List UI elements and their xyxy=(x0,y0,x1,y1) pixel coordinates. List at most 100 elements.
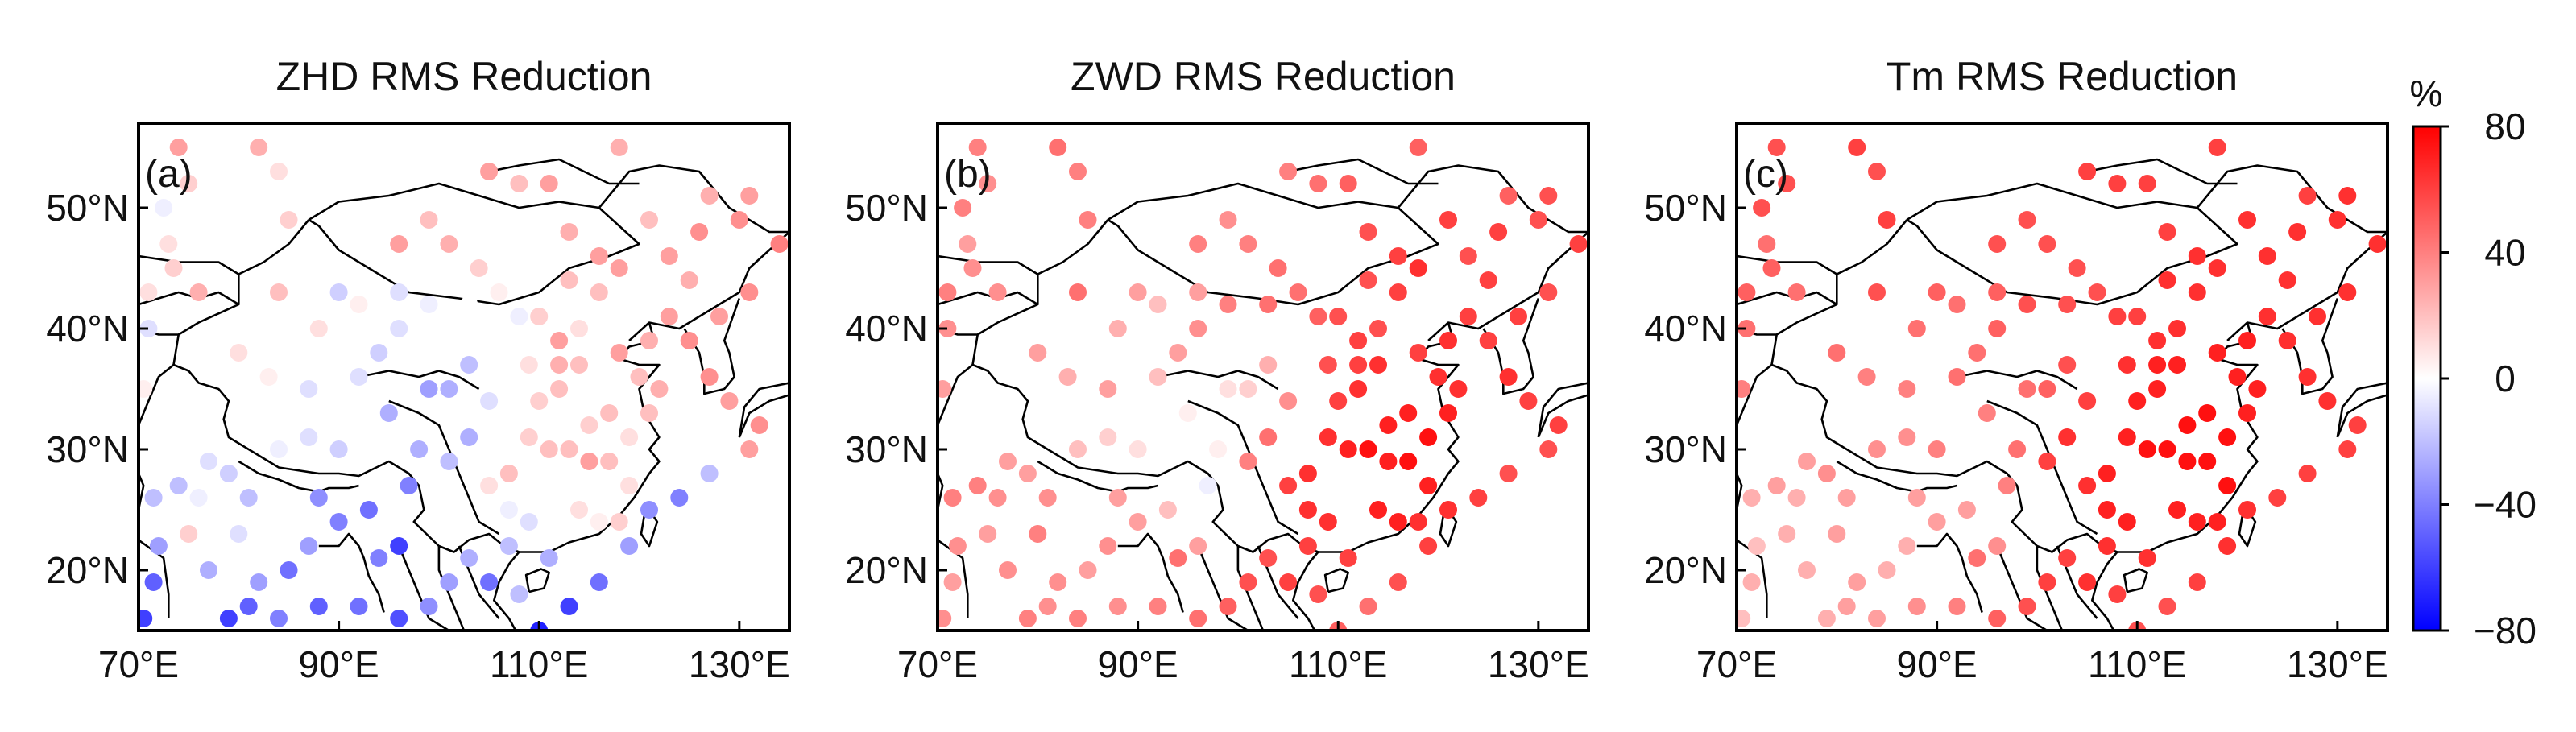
x-tick-label: 110°E xyxy=(2088,643,2186,685)
panel-zhd: ZHD RMS Reduction (a) 20°N 30°N 40°N 50°N 7… xyxy=(46,54,791,685)
station-point xyxy=(540,175,558,192)
station-point xyxy=(420,211,438,229)
station-point xyxy=(1928,513,1946,531)
border-line xyxy=(683,298,741,395)
station-point xyxy=(640,211,658,229)
station-point xyxy=(499,501,518,519)
station-point xyxy=(610,259,628,277)
station-point xyxy=(1907,489,1926,507)
station-point xyxy=(1069,440,1087,458)
station-point xyxy=(2088,283,2106,301)
station-point xyxy=(1998,477,2016,494)
x-tick-label: 130°E xyxy=(1488,643,1589,685)
station-point xyxy=(2318,392,2337,410)
border-line xyxy=(938,363,974,618)
station-point xyxy=(1319,356,1337,374)
station-point xyxy=(1399,404,1418,422)
station-point xyxy=(1459,247,1477,265)
station-point xyxy=(1189,610,1207,627)
station-point xyxy=(1409,259,1427,277)
station-point xyxy=(250,139,268,156)
station-point xyxy=(1928,283,1946,301)
map-frame xyxy=(936,122,1590,632)
border-line xyxy=(1737,291,1837,306)
station-point xyxy=(959,235,977,253)
station-point xyxy=(270,163,288,180)
station-point xyxy=(580,453,598,470)
station-point xyxy=(988,283,1007,301)
station-point xyxy=(640,501,658,519)
station-point xyxy=(1049,573,1067,591)
station-point xyxy=(640,332,658,349)
station-point xyxy=(1169,549,1187,567)
station-point xyxy=(2098,465,2116,482)
station-point xyxy=(999,561,1017,579)
station-point xyxy=(1178,404,1197,422)
station-point xyxy=(1907,320,1926,337)
station-point xyxy=(370,549,388,567)
station-point xyxy=(2198,404,2217,422)
station-point xyxy=(2218,428,2237,446)
y-tick-label: 50°N xyxy=(845,187,928,229)
station-point xyxy=(420,296,438,313)
station-point xyxy=(2268,489,2287,507)
station-point xyxy=(1459,308,1477,325)
station-point xyxy=(2158,440,2176,458)
station-point xyxy=(1129,283,1147,301)
station-point xyxy=(2228,368,2247,386)
border-line xyxy=(172,219,520,553)
station-point xyxy=(1529,211,1547,229)
station-point xyxy=(1359,598,1377,615)
station-point xyxy=(239,598,258,615)
station-point xyxy=(690,223,709,241)
station-point xyxy=(219,465,238,482)
station-point xyxy=(1379,416,1398,434)
station-point xyxy=(1817,610,1836,627)
border-line xyxy=(2281,298,2339,395)
station-point xyxy=(1038,598,1057,615)
x-tick-labels: 70°E 90°E 110°E 130°E xyxy=(1696,643,2388,685)
station-points xyxy=(938,139,1588,631)
border-line xyxy=(1995,545,2048,631)
station-point xyxy=(530,308,549,325)
station-point xyxy=(1219,380,1237,398)
x-tick-label: 130°E xyxy=(2287,643,2388,685)
station-point xyxy=(1778,525,1796,543)
station-point xyxy=(2018,380,2036,398)
station-point xyxy=(2188,247,2206,265)
border-line xyxy=(358,370,480,391)
station-point xyxy=(2058,428,2077,446)
station-point xyxy=(1747,537,1766,555)
station-point xyxy=(1069,283,1087,301)
y-tick-label: 20°N xyxy=(1644,549,1727,591)
station-point xyxy=(1298,501,1317,519)
station-point xyxy=(1898,537,1916,555)
station-point xyxy=(2338,283,2357,301)
station-point xyxy=(2188,283,2206,301)
station-point xyxy=(2118,428,2136,446)
station-point xyxy=(1837,489,1856,507)
station-point xyxy=(1988,320,2007,337)
station-point xyxy=(1369,356,1387,374)
station-point xyxy=(440,235,458,253)
station-point xyxy=(2288,223,2307,241)
station-point xyxy=(1269,259,1287,277)
colorbar-tick-label: −40 xyxy=(2474,484,2537,526)
station-point xyxy=(2008,440,2027,458)
colorbar: % 80 40 0 −40 −80 xyxy=(2410,72,2537,651)
station-point xyxy=(420,380,438,398)
station-point xyxy=(2208,139,2226,156)
station-point xyxy=(1539,440,1558,458)
y-tick-label: 20°N xyxy=(46,549,129,591)
station-point xyxy=(1848,139,1866,156)
station-point xyxy=(1742,489,1761,507)
station-point xyxy=(740,283,759,301)
station-point xyxy=(2348,416,2367,434)
station-point xyxy=(1828,525,1846,543)
station-point xyxy=(1479,332,1497,349)
station-point xyxy=(499,537,518,555)
station-point xyxy=(1389,247,1407,265)
station-point xyxy=(2158,223,2176,241)
station-point xyxy=(570,501,588,519)
station-point xyxy=(2338,187,2357,205)
